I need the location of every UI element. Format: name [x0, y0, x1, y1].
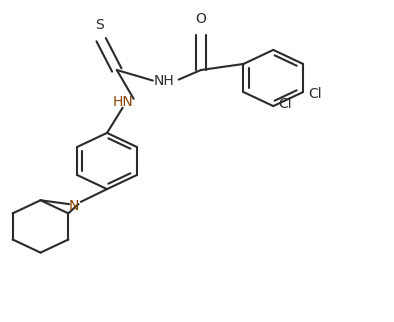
Text: NH: NH	[153, 74, 174, 88]
Text: HN: HN	[112, 95, 133, 109]
Text: O: O	[195, 12, 206, 26]
Text: Cl: Cl	[308, 87, 322, 101]
Text: N: N	[69, 199, 79, 213]
Text: Cl: Cl	[278, 97, 292, 110]
Text: S: S	[95, 18, 104, 32]
